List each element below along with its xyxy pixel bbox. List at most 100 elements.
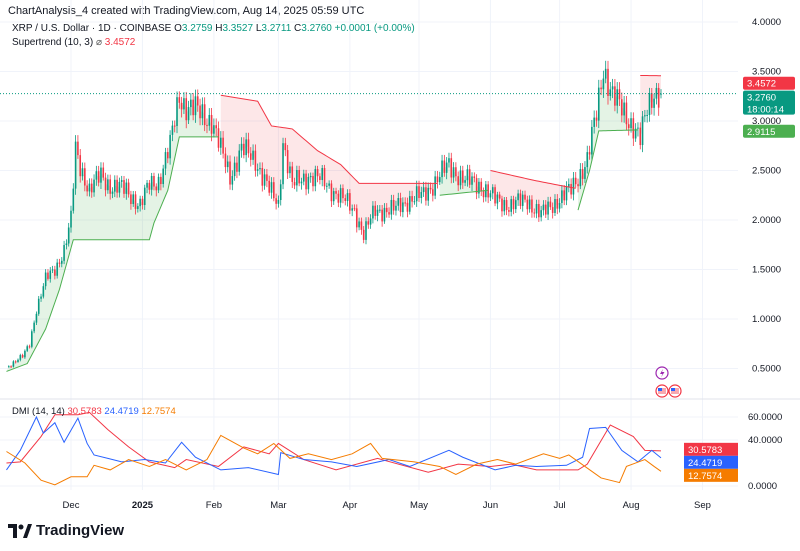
time-tick-label: Jul [554, 500, 566, 511]
candle-body [450, 158, 453, 178]
time-tick-label: Sep [694, 500, 711, 511]
di-minus-badge [684, 468, 738, 482]
candle-body [33, 322, 35, 332]
candle-body [238, 150, 241, 172]
candle-body [171, 125, 174, 135]
candle-body [390, 199, 393, 215]
dmi-tick-label: 60.0000 [748, 412, 782, 423]
candle-body [58, 262, 61, 264]
candle-body [190, 99, 192, 108]
candle-body [644, 115, 646, 117]
lightning-icon[interactable] [655, 366, 669, 380]
indicator-name[interactable]: Supertrend (10, 3) [12, 37, 94, 48]
candle-body [413, 201, 416, 203]
candle-body [339, 188, 342, 203]
candle-body [634, 128, 637, 139]
candle-body [471, 176, 473, 185]
candle-body [496, 194, 499, 204]
candle-body [466, 169, 469, 181]
candle-body [406, 202, 409, 212]
open-value: 3.2759 [181, 23, 213, 34]
candle-body [118, 181, 121, 193]
indicator-value: 3.4572 [104, 37, 136, 48]
candle-body [74, 141, 77, 189]
candle-body [561, 190, 563, 203]
candle-body [508, 210, 510, 212]
candle-body [399, 198, 402, 213]
candle-body [72, 188, 75, 211]
candle-body [494, 187, 496, 204]
dmi-tick-label: 40.0000 [748, 435, 782, 446]
supertrend-lines [6, 74, 662, 372]
candle-body [268, 180, 271, 193]
candle-body [425, 187, 427, 201]
candle-body [326, 185, 328, 187]
symbol-title[interactable]: XRP / U.S. Dollar · 1D · COINBASE [12, 23, 172, 34]
us-flag-icon[interactable] [655, 384, 669, 398]
tradingview-logo-icon [8, 523, 32, 538]
candle-body [54, 269, 56, 276]
candle-body [130, 194, 132, 205]
candle-body [404, 202, 406, 204]
candle-body [558, 202, 561, 209]
candle-body [44, 272, 47, 287]
candle-body [602, 78, 605, 90]
di-minus-badge-text: 12.7574 [688, 471, 722, 482]
us-flag-icon[interactable] [668, 384, 682, 398]
candle-body [436, 176, 439, 183]
candle-body [249, 153, 252, 160]
candle-body [464, 180, 466, 183]
candle-body [641, 116, 644, 146]
candle-body [199, 105, 201, 119]
candle-body [160, 176, 162, 185]
candle-body [473, 176, 476, 179]
candle-body [630, 118, 632, 129]
supertrend-line-up [577, 129, 638, 211]
candle-body [81, 168, 84, 177]
candle-body [259, 168, 261, 170]
candle-body [531, 199, 533, 213]
candle-body [588, 152, 591, 155]
dmi-name[interactable]: DMI (14, 14) [12, 406, 65, 417]
candle-body [510, 199, 512, 212]
candle-body [544, 204, 547, 215]
candle-body [169, 134, 171, 159]
candle-body [323, 168, 326, 187]
time-tick-label: Apr [342, 500, 357, 511]
candle-body [478, 181, 480, 194]
candle-body [252, 150, 254, 160]
candle-body [646, 115, 648, 117]
candle-body [164, 152, 167, 169]
candle-body [243, 143, 245, 156]
candle-body [107, 179, 109, 191]
candle-body [247, 139, 250, 154]
price-tick-label: 3.0000 [752, 116, 781, 127]
candle-body [597, 87, 600, 121]
candle-body [210, 114, 213, 134]
supertrend-line-up [439, 189, 489, 196]
open-label: O [174, 23, 182, 34]
candle-body [153, 176, 155, 187]
dmi-tick-label: 0.0000 [748, 481, 777, 492]
candle-body [551, 207, 554, 213]
candle-body [319, 176, 321, 181]
candle-body [254, 150, 257, 171]
candle-body [461, 170, 464, 183]
candle-body [134, 194, 137, 209]
candle-body [623, 102, 625, 116]
dmi-line-di-plus [6, 415, 662, 476]
candle-body [187, 107, 190, 121]
candle-body [296, 170, 298, 186]
candle-body [100, 167, 102, 183]
last-price-badge [743, 90, 795, 115]
candle-body [97, 171, 100, 183]
candle-body [35, 313, 38, 323]
candle-body [372, 205, 374, 219]
candle-body [60, 260, 63, 264]
support-badge [743, 124, 795, 138]
candle-body [284, 143, 287, 151]
chart-canvas[interactable]: 4.0000 3.5000 3.0000 2.5000 2.0000 1.5000 1.00… [0, 0, 800, 520]
candle-body [185, 98, 188, 121]
tradingview-logo[interactable]: TradingView [8, 522, 124, 539]
candle-body [655, 87, 658, 99]
